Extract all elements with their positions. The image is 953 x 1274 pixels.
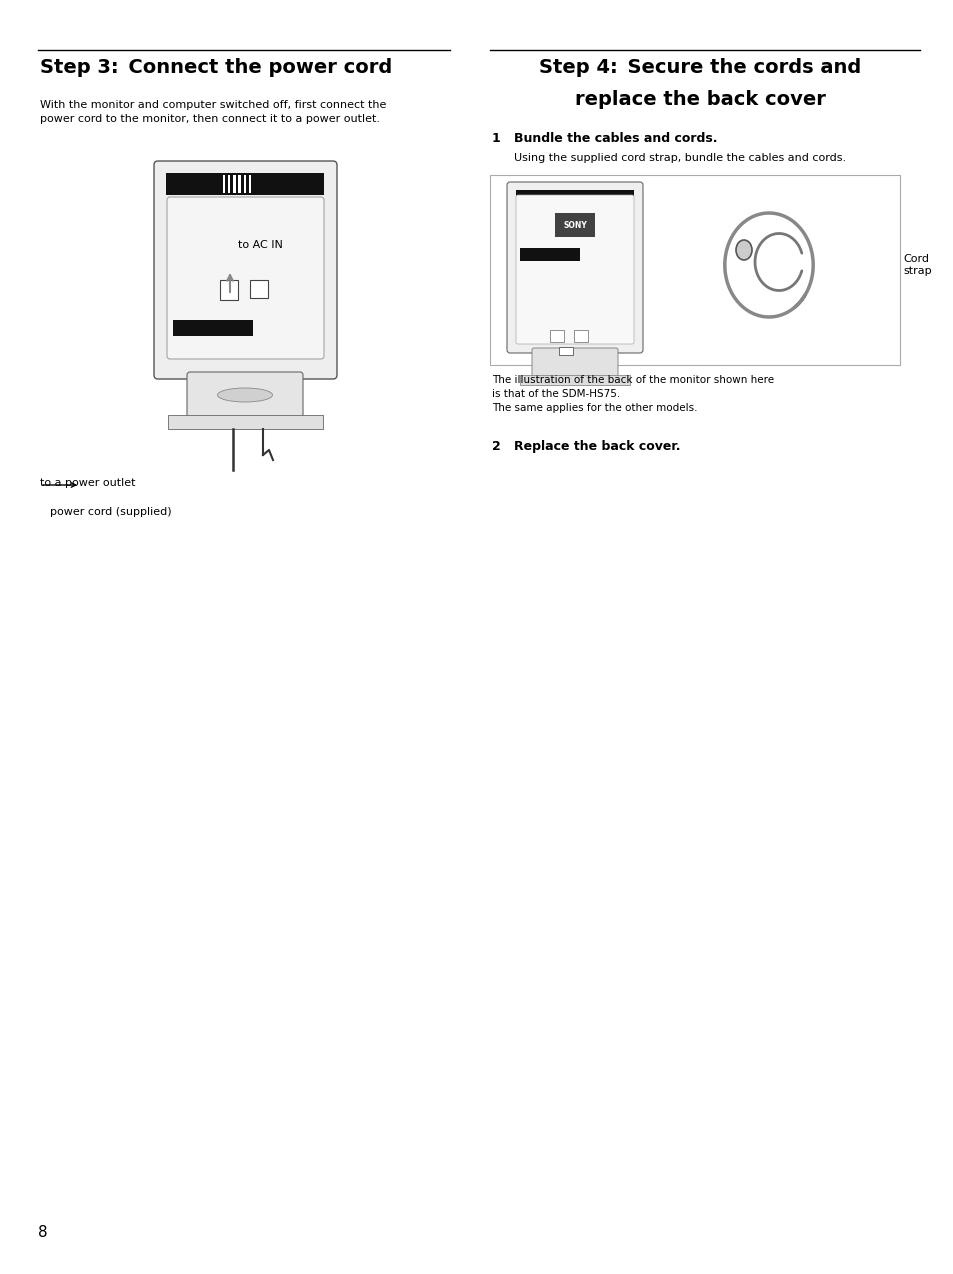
Text: replace the back cover: replace the back cover xyxy=(574,90,824,110)
Ellipse shape xyxy=(217,389,273,403)
Bar xyxy=(233,175,235,192)
FancyBboxPatch shape xyxy=(187,372,303,418)
Bar xyxy=(516,190,634,206)
FancyBboxPatch shape xyxy=(506,182,642,353)
FancyBboxPatch shape xyxy=(516,195,634,344)
Text: With the monitor and computer switched off, first connect the
power cord to the : With the monitor and computer switched o… xyxy=(40,99,386,124)
Text: 8: 8 xyxy=(38,1226,48,1240)
Bar xyxy=(250,280,268,298)
FancyBboxPatch shape xyxy=(167,197,324,359)
Bar xyxy=(251,173,324,195)
Bar xyxy=(172,320,253,336)
Text: The illustration of the back of the monitor shown here
is that of the SDM-HS75.
: The illustration of the back of the moni… xyxy=(492,375,773,413)
Text: Cord
strap: Cord strap xyxy=(902,254,931,276)
Bar xyxy=(519,375,629,385)
Text: SONY: SONY xyxy=(562,220,586,229)
Text: Replace the back cover.: Replace the back cover. xyxy=(514,440,679,454)
Text: Step 4: Secure the cords and: Step 4: Secure the cords and xyxy=(538,59,861,76)
Bar xyxy=(238,175,240,192)
Bar xyxy=(228,175,230,192)
Bar xyxy=(166,173,223,195)
Text: 2: 2 xyxy=(492,440,500,454)
Text: to a power outlet: to a power outlet xyxy=(40,478,135,488)
Bar xyxy=(220,280,237,299)
Text: Step 3: Connect the power cord: Step 3: Connect the power cord xyxy=(40,59,392,76)
Bar xyxy=(519,248,579,261)
Bar xyxy=(243,175,246,192)
Bar xyxy=(550,330,563,341)
FancyBboxPatch shape xyxy=(532,348,618,377)
Bar xyxy=(574,330,587,341)
Bar xyxy=(558,347,573,355)
Text: to AC IN: to AC IN xyxy=(237,240,282,250)
FancyBboxPatch shape xyxy=(153,161,336,378)
Ellipse shape xyxy=(735,240,751,260)
Text: Using the supplied cord strap, bundle the cables and cords.: Using the supplied cord strap, bundle th… xyxy=(514,153,845,163)
Text: 1: 1 xyxy=(492,132,500,145)
Bar xyxy=(249,175,251,192)
Text: Bundle the cables and cords.: Bundle the cables and cords. xyxy=(514,132,717,145)
Bar xyxy=(223,175,225,192)
Bar xyxy=(223,173,251,195)
Bar xyxy=(490,175,899,364)
Text: power cord (supplied): power cord (supplied) xyxy=(50,507,172,517)
Bar xyxy=(168,415,323,429)
